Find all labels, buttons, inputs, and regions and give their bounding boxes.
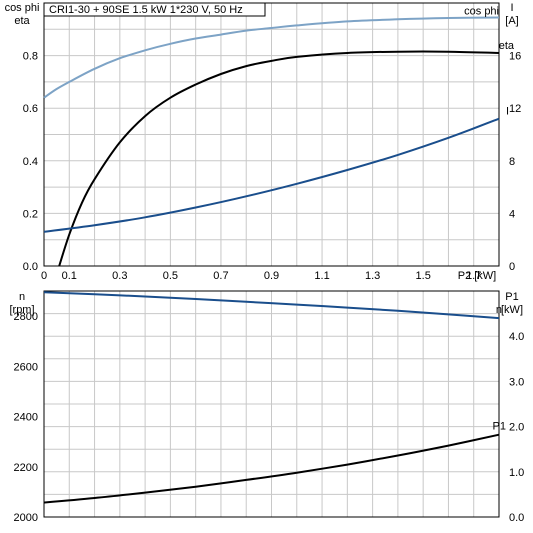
series-line-cos-phi	[43, 16, 500, 99]
series-label-p1: P1	[493, 421, 506, 433]
bottom-tick-labels: 2000 2200 2400 2600 2800 0.0 1.0 2.0 3.0 4.0	[14, 311, 525, 524]
y-left-tick-label: 0.0	[23, 261, 38, 273]
y-right-tick-label: 0.0	[509, 512, 524, 524]
x-tick-label: 0.9	[264, 270, 279, 282]
top-series: cos phi eta I	[43, 5, 515, 267]
y-left-tick-label: 0.6	[23, 103, 38, 115]
top-x-axis-label: P2 [kW]	[458, 270, 497, 282]
top-left-axis-label-2: eta	[14, 15, 30, 27]
x-tick-label: 0.3	[112, 270, 127, 282]
x-tick-label: 0.1	[62, 270, 77, 282]
y-right-tick-label: 2.0	[509, 422, 524, 434]
y-right-tick-label: 8	[509, 156, 515, 168]
y-left-tick-label: 2800	[14, 311, 38, 323]
bottom-left-axis-label-1: n	[19, 291, 25, 303]
y-right-tick-label: 12	[509, 103, 521, 115]
series-label-i: I	[506, 106, 509, 118]
y-right-tick-label: 16	[509, 51, 521, 63]
y-left-tick-label: 2000	[14, 512, 38, 524]
y-left-tick-label: 2600	[14, 361, 38, 373]
title-box	[43, 2, 266, 17]
top-chart-frame	[43, 2, 500, 267]
series-line-eta	[58, 50, 500, 267]
bottom-chart-grid	[44, 291, 499, 517]
top-right-axis-label-2: [A]	[505, 15, 518, 27]
x-tick-label: 1.7	[466, 270, 481, 282]
y-left-tick-label: 0.2	[23, 208, 38, 220]
top-left-axis-label-1: cos phi	[5, 2, 40, 14]
y-left-tick-label: 2200	[14, 462, 38, 474]
x-tick-label: 0	[41, 270, 47, 282]
series-line-i	[43, 117, 500, 233]
y-left-tick-label: 0.4	[23, 156, 38, 168]
bottom-right-axis-label-2: [kW]	[501, 304, 523, 316]
series-line-n	[43, 291, 500, 320]
series-label-eta: eta	[499, 40, 515, 52]
y-right-tick-label: 4.0	[509, 331, 524, 343]
top-right-axis-label-1: I	[510, 2, 513, 14]
series-label-n: n	[496, 304, 502, 316]
y-right-tick-label: 4	[509, 208, 515, 220]
top-chart-grid	[44, 3, 499, 266]
bottom-right-axis-label-1: P1	[505, 291, 518, 303]
y-right-tick-label: 3.0	[509, 376, 524, 388]
x-tick-label: 1.1	[314, 270, 329, 282]
x-tick-label: 0.7	[213, 270, 228, 282]
y-left-tick-label: 2400	[14, 412, 38, 424]
y-right-tick-label: 1.0	[509, 467, 524, 479]
x-tick-label: 1.5	[416, 270, 431, 282]
series-line-p1	[43, 433, 500, 504]
series-label-cos-phi: cos phi	[464, 5, 499, 17]
x-tick-label: 1.3	[365, 270, 380, 282]
top-tick-labels: 0.0 0.2 0.4 0.6 0.8 0 4 8 12 16 0 0.1 0.3 0.5 0.7 0.9 1.…	[23, 51, 522, 282]
chart-title: CRI1-30 + 90SE 1.5 kW 1*230 V, 50 Hz	[49, 4, 243, 16]
bottom-series: n P1	[43, 291, 506, 504]
bottom-left-axis-label-2: [rpm]	[9, 304, 34, 316]
bottom-chart-frame	[43, 290, 500, 518]
x-tick-label: 0.5	[163, 270, 178, 282]
y-right-tick-label: 0	[509, 261, 515, 273]
y-left-tick-label: 0.8	[23, 51, 38, 63]
